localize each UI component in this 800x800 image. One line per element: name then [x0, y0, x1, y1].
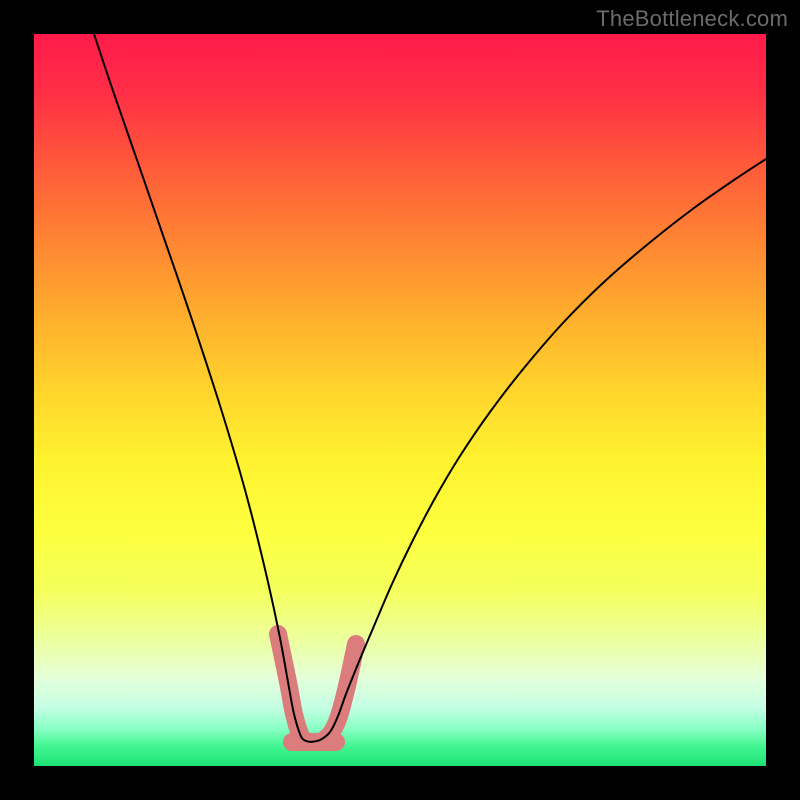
gradient-background: [34, 34, 766, 766]
chart-plot-area: [34, 34, 766, 766]
chart-svg: [34, 34, 766, 766]
watermark-text: TheBottleneck.com: [596, 6, 788, 32]
